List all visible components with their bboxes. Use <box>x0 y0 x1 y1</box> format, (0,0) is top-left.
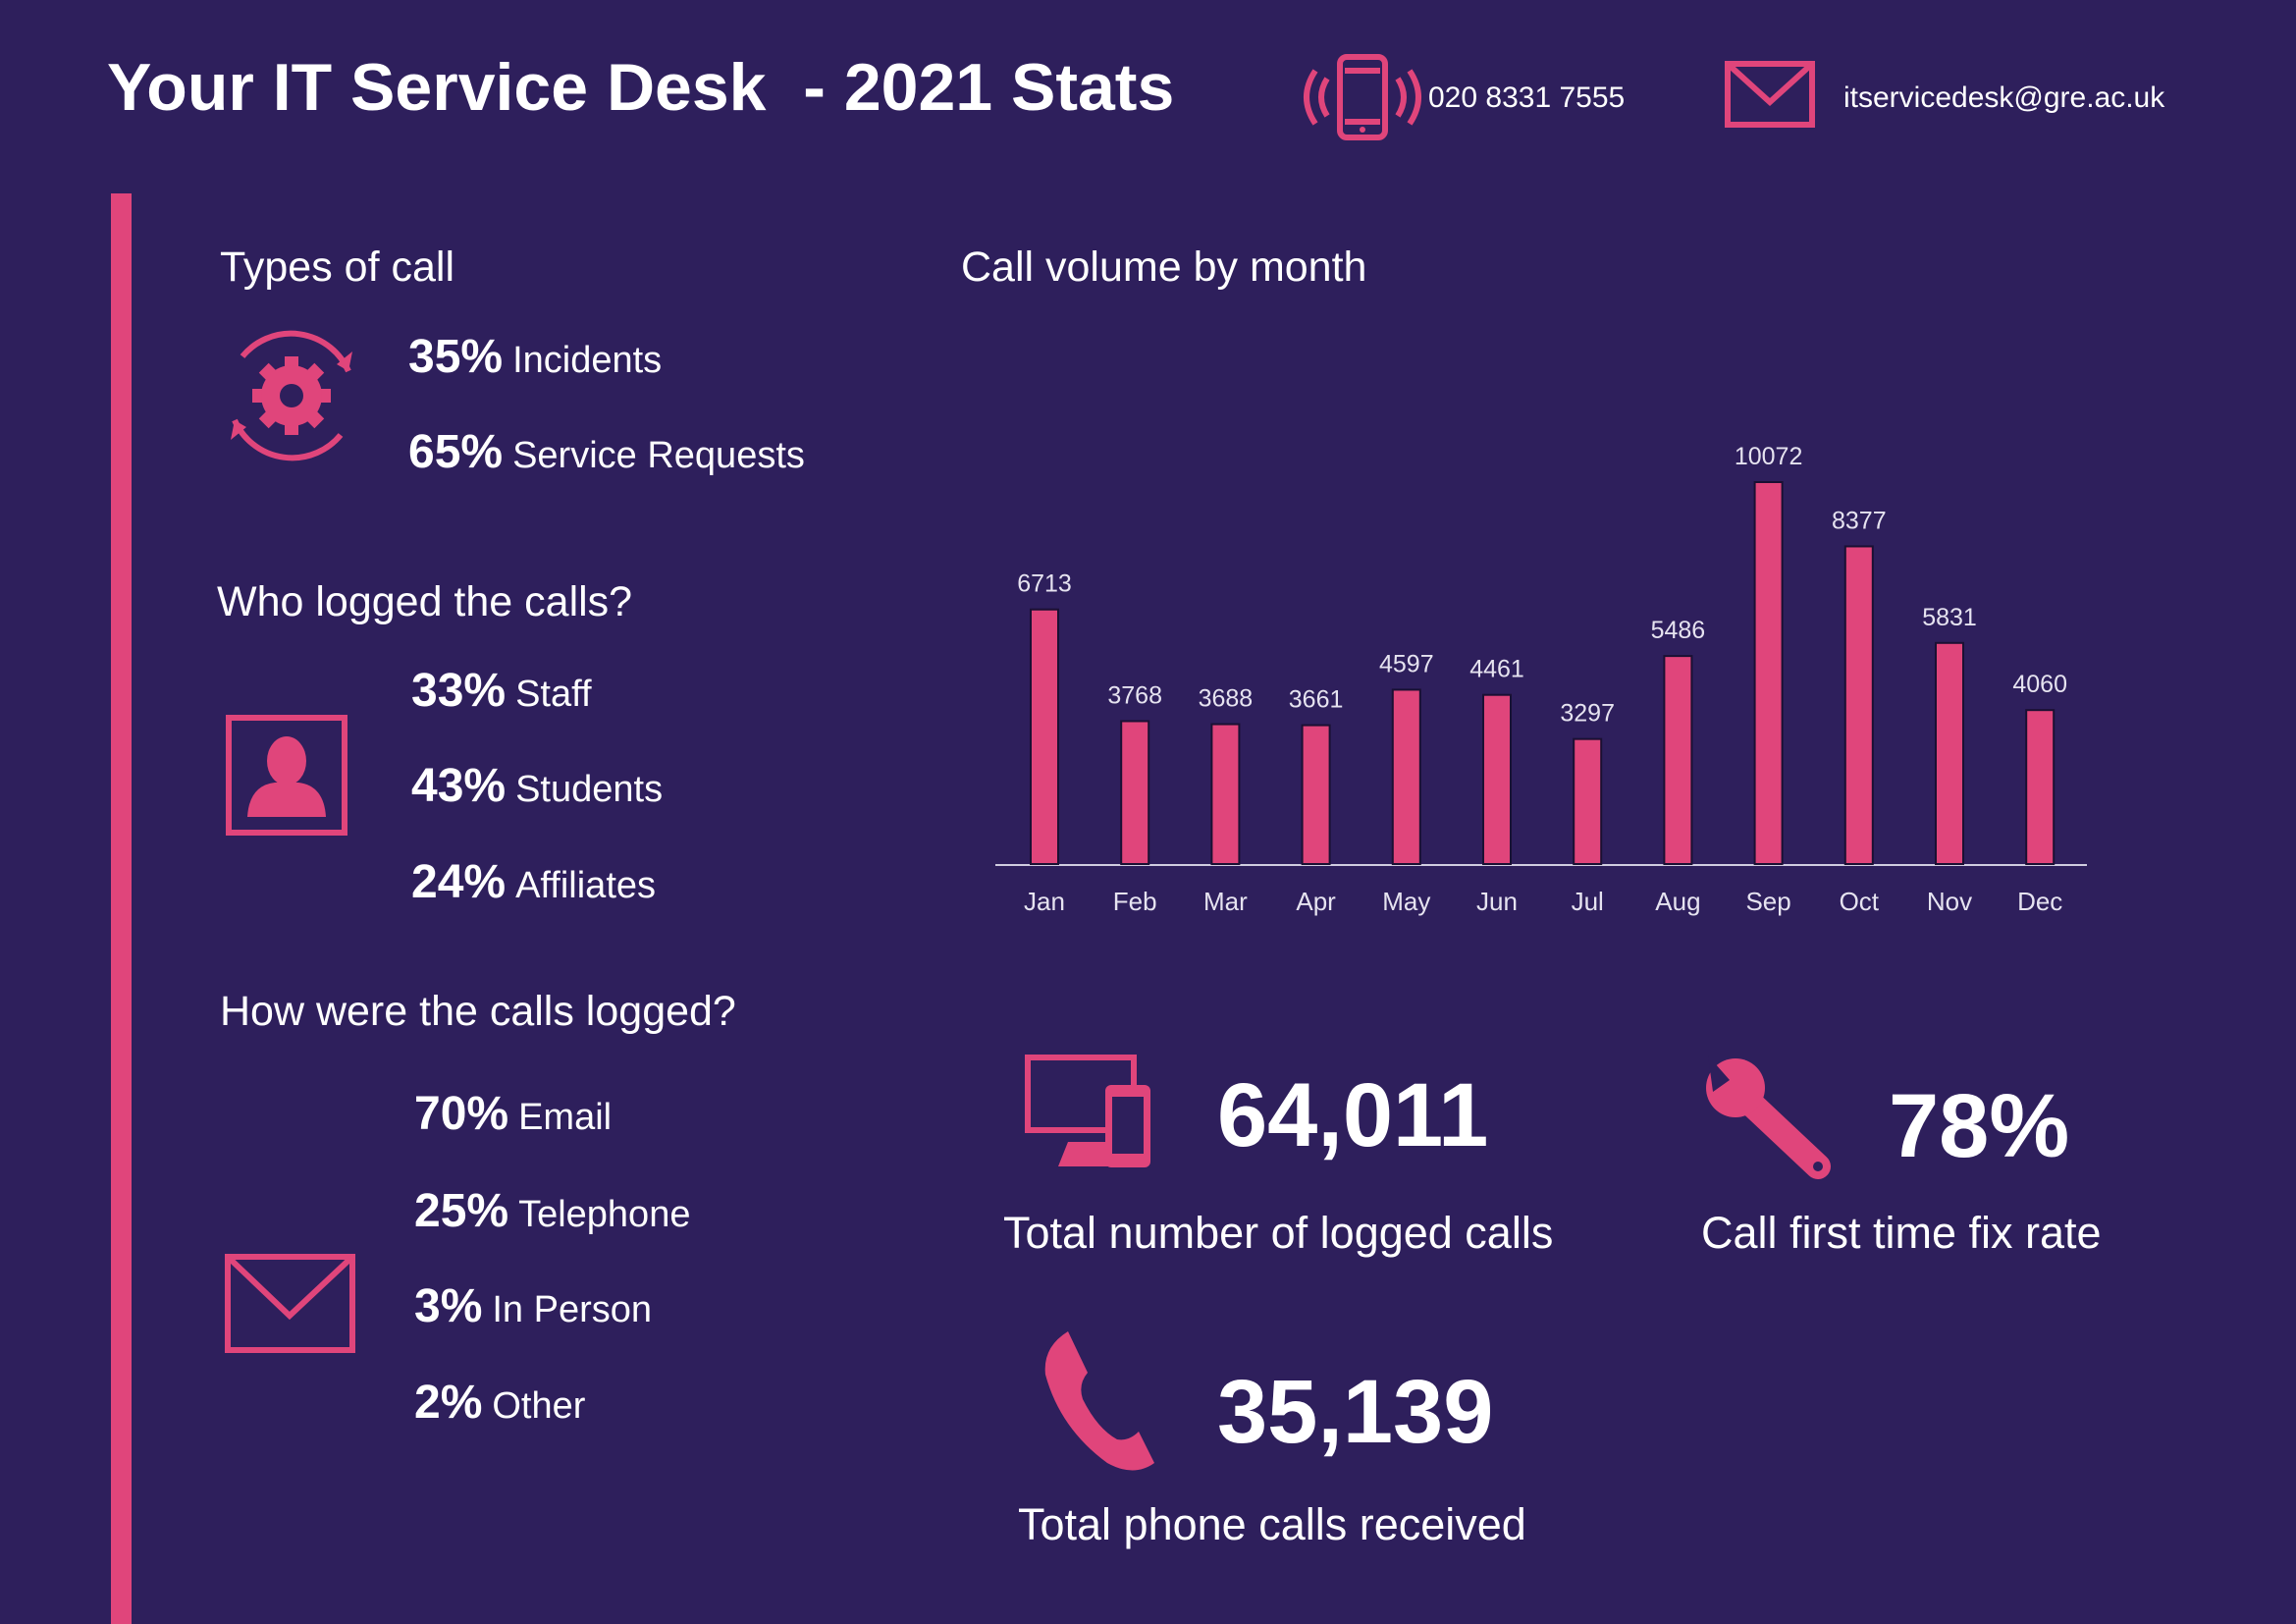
data-label: 3688 <box>1199 685 1254 713</box>
stat-line: 2% Other <box>414 1377 586 1429</box>
percent: 43% <box>411 760 506 812</box>
bar <box>1573 737 1603 865</box>
data-label: 10072 <box>1735 443 1803 470</box>
data-label: 5486 <box>1651 617 1706 644</box>
x-tick-label: Dec <box>2017 887 2062 916</box>
stat-label: In Person <box>492 1289 652 1330</box>
x-tick-label: May <box>1382 887 1430 916</box>
stat-label: Telephone <box>518 1194 690 1235</box>
stat-value: 64,011 <box>1217 1065 1488 1165</box>
chart-title: Call volume by month <box>961 244 1366 291</box>
stat-value: 35,139 <box>1217 1362 1493 1462</box>
stat-line: 35% Incidents <box>408 331 662 383</box>
bar <box>2025 709 2056 866</box>
x-tick-label: Oct <box>1840 887 1880 916</box>
stat-label: Staff <box>515 674 592 715</box>
wrench-icon <box>1706 1056 1831 1179</box>
accent-bar <box>111 193 132 1624</box>
percent: 25% <box>414 1185 508 1237</box>
x-tick-label: Feb <box>1113 887 1157 916</box>
x-tick-label: Apr <box>1296 887 1336 916</box>
stat-line: 24% Affiliates <box>411 856 656 908</box>
percent: 24% <box>411 856 506 908</box>
section-title: How were the calls logged? <box>220 988 736 1035</box>
data-label: 4461 <box>1469 656 1524 683</box>
email-icon <box>1725 61 1815 128</box>
person-icon <box>226 715 347 836</box>
percent: 2% <box>414 1377 482 1429</box>
percent: 3% <box>414 1280 482 1332</box>
bar <box>1753 481 1784 865</box>
stat-label: Students <box>515 769 663 810</box>
percent: 70% <box>414 1088 508 1140</box>
data-label: 3297 <box>1560 700 1615 728</box>
stat-label: Incidents <box>512 340 662 381</box>
x-tick-label: Mar <box>1203 887 1248 916</box>
stat-caption: Total number of logged calls <box>1003 1208 1553 1258</box>
x-tick-label: Nov <box>1927 887 1972 916</box>
bar <box>1391 688 1421 865</box>
bar <box>1482 693 1512 865</box>
data-label: 3768 <box>1107 681 1162 709</box>
handset-icon <box>1044 1331 1154 1471</box>
percent: 35% <box>408 331 503 383</box>
stat-label: Affiliates <box>515 865 656 906</box>
data-label: 8377 <box>1832 507 1887 534</box>
bar <box>1210 723 1241 866</box>
section-title: Types of call <box>220 244 454 291</box>
data-label: 4597 <box>1379 650 1434 677</box>
bar <box>1663 655 1693 865</box>
stat-label: Service Requests <box>512 435 805 476</box>
x-tick-label: Sep <box>1745 887 1790 916</box>
x-tick-label: Jul <box>1572 887 1604 916</box>
bar <box>1030 608 1059 865</box>
stat-line: 33% Staff <box>411 665 592 717</box>
bar <box>1120 720 1150 865</box>
stat-line: 70% Email <box>414 1088 612 1140</box>
stat-value: 78% <box>1889 1076 2069 1176</box>
stat-line: 43% Students <box>411 760 663 812</box>
data-label: 4060 <box>2012 671 2067 698</box>
email-icon <box>225 1254 355 1353</box>
data-label: 6713 <box>1017 570 1072 598</box>
x-tick-label: Jan <box>1024 887 1065 916</box>
x-tick-label: Aug <box>1655 887 1700 916</box>
phone-icon <box>1304 54 1421 140</box>
percent: 33% <box>411 665 506 717</box>
email-address: itservicedesk@gre.ac.uk <box>1843 81 2165 114</box>
stat-caption: Total phone calls received <box>1018 1499 1526 1549</box>
stat-line: 65% Service Requests <box>408 426 805 478</box>
data-label: 3661 <box>1289 686 1344 714</box>
phone-number: 020 8331 7555 <box>1428 81 1625 114</box>
bar <box>1935 641 1964 866</box>
stat-line: 25% Telephone <box>414 1185 690 1237</box>
bar <box>1843 545 1874 865</box>
stat-line: 3% In Person <box>414 1280 652 1332</box>
devices-icon <box>1025 1055 1150 1167</box>
stat-label: Email <box>518 1097 612 1138</box>
stat-label: Other <box>492 1385 585 1427</box>
data-label: 5831 <box>1922 604 1977 631</box>
bar <box>1301 724 1331 866</box>
page-title: Your IT Service Desk - 2021 Stats <box>107 50 1174 125</box>
percent: 65% <box>408 426 503 478</box>
stat-caption: Call first time fix rate <box>1701 1208 2102 1258</box>
gear-icon <box>231 330 352 461</box>
x-tick-label: Jun <box>1476 887 1518 916</box>
section-title: Who logged the calls? <box>217 578 632 625</box>
